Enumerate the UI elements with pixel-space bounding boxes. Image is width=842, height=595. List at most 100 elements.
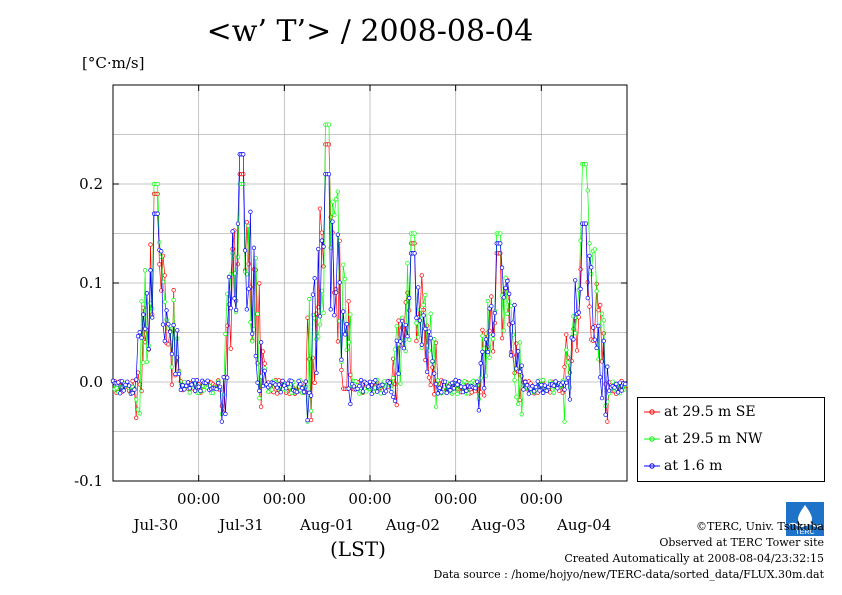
data-point [339,357,344,362]
x-time-label: 00:00 [520,490,563,508]
data-point [514,394,519,400]
data-point [287,385,292,390]
data-point [507,291,512,296]
data-point [148,268,153,273]
data-point [453,377,458,383]
data-point [217,384,223,390]
data-point [489,303,494,309]
data-point [435,378,440,383]
data-point [258,340,264,345]
data-point [258,404,264,409]
data-point [505,311,510,316]
data-point [242,248,248,253]
data-point [490,349,496,354]
data-point [294,389,299,395]
data-point [564,380,569,385]
data-point [394,338,399,343]
data-point [173,371,178,377]
data-point [283,386,289,391]
data-point [510,332,515,337]
x-date-label: Aug-01 [299,516,354,534]
data-point [235,254,241,260]
data-point [548,390,553,395]
data-point [214,386,219,392]
data-point [523,379,528,385]
data-point [517,369,523,374]
data-point [373,378,378,383]
legend-label-nw: at 29.5 m NW [664,431,763,447]
data-point [219,403,225,409]
data-point [537,388,542,393]
data-point [342,276,348,282]
data-point [398,339,403,344]
data-point [344,347,349,353]
data-point [451,386,457,391]
data-point [590,325,596,330]
data-point [219,419,225,424]
data-point [116,380,121,385]
data-point [615,390,621,395]
data-point [175,328,180,333]
data-point [332,212,337,218]
data-point [405,334,410,339]
data-point [257,388,262,393]
svg-text:TERC: TERC [795,529,814,536]
data-point [326,171,332,177]
data-point [378,391,383,396]
data-point [182,387,187,392]
series-line [112,124,626,422]
data-point [614,381,619,387]
data-point [246,286,251,292]
data-point [130,378,135,384]
data-point [423,292,428,298]
data-point [155,211,160,216]
data-point [426,375,432,380]
data-point [130,390,135,396]
data-point [137,330,142,335]
data-point [498,251,503,256]
data-point [455,382,460,387]
data-point [285,381,291,386]
data-point [221,375,226,380]
data-point [451,389,457,395]
data-point [515,349,521,354]
data-point [428,311,433,316]
data-point [432,337,437,342]
data-point [489,294,494,299]
data-point [146,346,151,352]
credit-observed: Observed at TERC Tower site [659,536,824,549]
data-point [364,381,369,386]
y-tick-label: 0.1 [79,274,103,292]
data-point [564,332,569,337]
data-point [230,251,235,256]
data-point [142,326,148,331]
data-point [230,246,235,252]
data-point [480,327,485,333]
data-point [432,371,437,376]
data-point [389,389,394,395]
data-point [392,381,398,387]
data-point [346,299,351,304]
data-point [341,309,346,314]
data-point [448,388,453,393]
data-point [599,311,605,316]
data-point [301,389,307,395]
data-point [457,379,462,384]
data-point [391,394,396,400]
data-point [316,246,321,252]
data-point [257,396,262,401]
data-point [137,411,142,416]
data-point [192,388,198,393]
data-point [417,318,423,323]
data-point [341,262,346,267]
data-point [166,342,171,347]
data-point [248,209,253,214]
data-point [399,318,405,324]
data-point [417,307,423,312]
data-point [405,290,410,295]
data-point [155,181,160,187]
data-point [428,335,433,341]
data-point [607,380,612,385]
data-point [226,274,232,280]
data-point [258,374,264,379]
